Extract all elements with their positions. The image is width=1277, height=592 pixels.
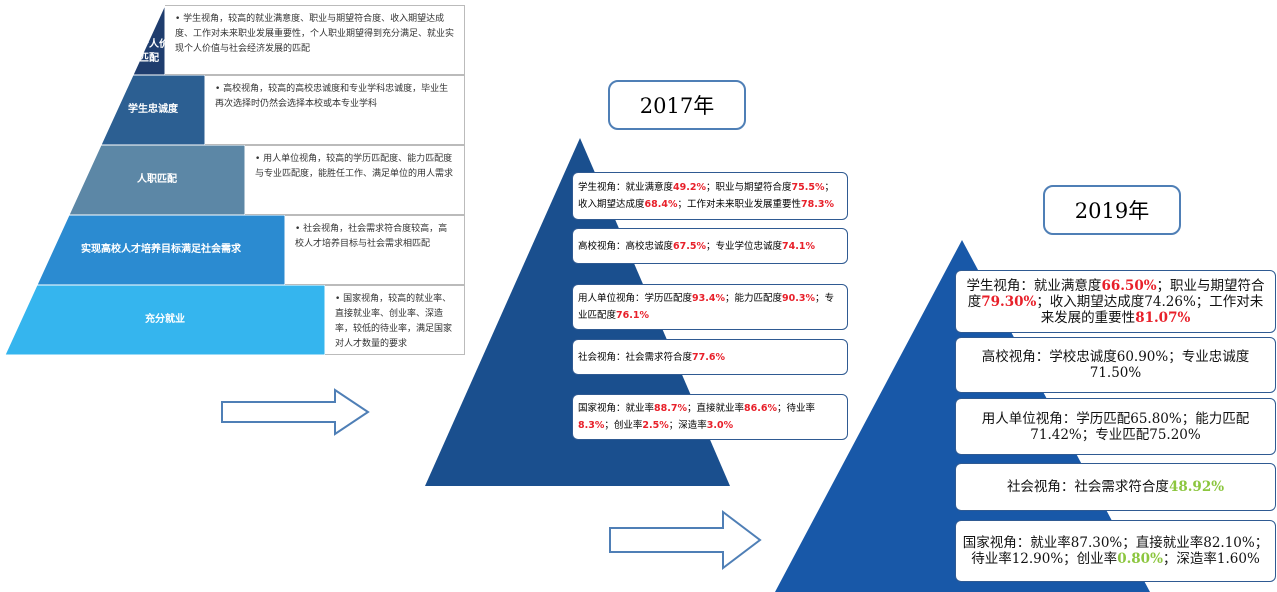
text-segment: ；深造率1.60% xyxy=(1162,551,1260,567)
year-title: 2019年 xyxy=(1043,185,1181,235)
pyramid-level xyxy=(4,284,326,356)
text-segment: 68.4% xyxy=(644,199,678,210)
text-segment: ；职业与期望符合度 xyxy=(705,182,792,193)
text-segment: 77.6% xyxy=(692,351,725,363)
text-segment: 66.50% xyxy=(1101,277,1157,294)
text-segment: 93.4% xyxy=(692,293,725,304)
level-description: • 高校视角，较高的高校忠诚度和专业学科忠诚度，毕业生再次选择时仍然会选择本校或… xyxy=(205,75,465,145)
item-box: 高校视角：高校忠诚度67.5%；专业学位忠诚度74.1% xyxy=(572,228,848,264)
text-segment: 学生视角：就业满意度 xyxy=(578,182,674,193)
text-segment: 高校视角：高校忠诚度 xyxy=(578,240,674,252)
text-segment: ；专业匹配度 xyxy=(578,293,834,321)
level-label: 充分就业 xyxy=(145,314,185,325)
text-segment: 76.1% xyxy=(616,310,649,321)
item-text: 高校视角：学校忠诚度60.90%；专业忠诚度71.50% xyxy=(962,349,1269,381)
text-segment: 用人单位视角：学历匹配度 xyxy=(578,293,693,304)
item-text: 学生视角：就业满意度66.50%；职业与期望符合度79.30%；收入期望达成度7… xyxy=(962,278,1269,326)
text-segment: 2.5% xyxy=(642,420,669,431)
level-label: 实现个人价值匹配 xyxy=(119,39,179,64)
text-segment: 79.30% xyxy=(981,293,1037,310)
level-label: 实现高校人才培养目标满足社会需求 xyxy=(81,244,241,255)
text-segment: ；创业率 xyxy=(604,420,643,431)
text-segment: 0.80% xyxy=(1117,551,1163,567)
text-segment: ；专业学位忠诚度 xyxy=(705,240,782,252)
text-segment: 86.6% xyxy=(744,403,777,414)
text-segment: ；工作对未来职业发展重要性 xyxy=(677,199,801,210)
text-segment: 49.2% xyxy=(673,182,706,193)
item-box: 社会视角：社会需求符合度48.92% xyxy=(955,463,1276,511)
arrow xyxy=(221,388,370,436)
item-text: 社会视角：社会需求符合度77.6% xyxy=(578,349,725,366)
level-description: • 社会视角，社会需求符合度较高，高校人才培养目标与社会需求相匹配 xyxy=(285,215,465,285)
year-title: 2017年 xyxy=(608,80,746,130)
text-segment: 国家视角：就业率87.30%；直接就业率82.10%；待业率12.90%；创业率 xyxy=(962,535,1269,567)
level-description: • 用人单位视角，较高的学历匹配度、能力匹配度与专业匹配度，能胜任工作、满足单位… xyxy=(245,145,465,215)
text-segment: ；深造率 xyxy=(668,420,707,431)
item-text: 国家视角：就业率87.30%；直接就业率82.10%；待业率12.90%；创业率… xyxy=(962,535,1269,567)
text-segment: 用人单位视角：学历匹配65.80%；能力匹配71.42%；专业匹配75.20% xyxy=(981,410,1250,443)
text-segment: 社会视角：社会需求符合度 xyxy=(1006,479,1169,495)
text-segment: 学生视角：就业满意度 xyxy=(966,277,1102,294)
text-segment: 社会视角：社会需求符合度 xyxy=(578,351,693,363)
item-text: 高校视角：高校忠诚度67.5%；专业学位忠诚度74.1% xyxy=(578,238,815,255)
item-box: 学生视角：就业满意度49.2%；职业与期望符合度75.5%；收入期望达成度68.… xyxy=(572,172,848,220)
text-segment: 67.5% xyxy=(673,240,706,252)
level-label: 学生忠诚度 xyxy=(128,104,178,115)
item-box: 国家视角：就业率88.7%；直接就业率86.6%；待业率 8.3%；创业率2.5%… xyxy=(572,394,848,440)
item-text: 学生视角：就业满意度49.2%；职业与期望符合度75.5%；收入期望达成度68.… xyxy=(578,179,842,213)
item-box: 社会视角：社会需求符合度77.6% xyxy=(572,339,848,375)
item-text: 社会视角：社会需求符合度48.92% xyxy=(1007,479,1224,495)
text-segment: ；直接就业率 xyxy=(686,403,744,414)
text-segment: 74.1% xyxy=(782,240,815,252)
text-segment: 3.0% xyxy=(706,420,734,431)
text-segment: 78.3% xyxy=(801,199,834,210)
text-segment: 高校视角：学校忠诚度60.90%；专业忠诚度71.50% xyxy=(981,349,1250,381)
text-segment: ；职业与期望符合度 xyxy=(967,277,1265,310)
item-text: 用人单位视角：学历匹配度93.4%；能力匹配度90.3%；专业匹配度76.1% xyxy=(578,290,842,324)
item-box: 用人单位视角：学历匹配65.80%；能力匹配71.42%；专业匹配75.20% xyxy=(955,398,1276,455)
text-segment: 81.07% xyxy=(1135,309,1191,326)
text-segment: 国家视角：就业率 xyxy=(578,403,655,414)
text-segment: 90.3% xyxy=(782,293,815,304)
text-segment: ；能力匹配度 xyxy=(724,293,782,304)
text-segment: 88.7% xyxy=(654,403,687,414)
level-description: • 国家视角，较高的就业率、直接就业率、创业率、深造率，较低的待业率，满足国家对… xyxy=(325,285,465,355)
item-box: 用人单位视角：学历匹配度93.4%；能力匹配度90.3%；专业匹配度76.1% xyxy=(572,284,848,330)
item-text: 用人单位视角：学历匹配65.80%；能力匹配71.42%；专业匹配75.20% xyxy=(962,411,1269,443)
text-segment: ；收入期望达成度 xyxy=(578,182,834,210)
text-segment: 48.92% xyxy=(1168,479,1225,495)
item-box: 学生视角：就业满意度66.50%；职业与期望符合度79.30%；收入期望达成度7… xyxy=(955,270,1276,333)
text-segment: ；收入期望达成度74.26%；工作对未来发展的重要性 xyxy=(1036,293,1264,326)
item-box: 高校视角：学校忠诚度60.90%；专业忠诚度71.50% xyxy=(955,337,1276,393)
item-text: 国家视角：就业率88.7%；直接就业率86.6%；待业率 8.3%；创业率2.5%… xyxy=(578,400,842,434)
text-segment: 75.5% xyxy=(791,182,825,193)
item-box: 国家视角：就业率87.30%；直接就业率82.10%；待业率12.90%；创业率… xyxy=(955,520,1276,582)
level-label: 人职匹配 xyxy=(137,174,177,185)
text-segment: ；待业率 xyxy=(776,403,815,414)
arrow xyxy=(609,509,762,571)
text-segment: 8.3% xyxy=(578,420,605,431)
level-description: • 学生视角，较高的就业满意度、职业与期望符合度、收入期望达成度、工作对未来职业… xyxy=(165,5,465,75)
